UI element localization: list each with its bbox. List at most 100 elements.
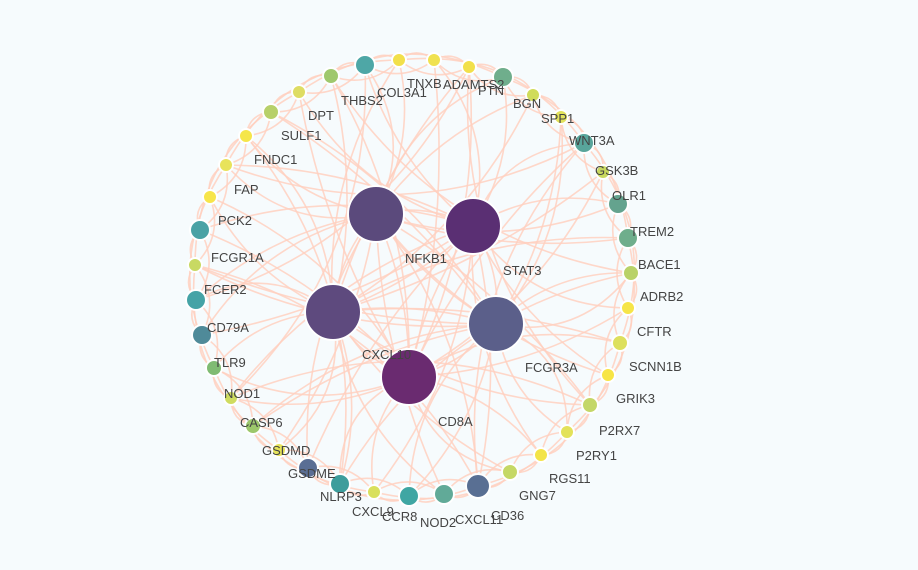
label-casp6: CASP6: [240, 415, 283, 430]
label-nod2: NOD2: [420, 515, 456, 530]
label-p2rx7: P2RX7: [599, 423, 640, 438]
edge-NLRP3-NFKB1: [306, 213, 377, 469]
node-ptn[interactable]: [461, 59, 477, 75]
label-cd79a: CD79A: [207, 320, 249, 335]
edge-OLR1-CD8A: [408, 171, 604, 378]
edge-COL3A1-CASP6: [230, 64, 367, 399]
edge-PTN-CXCL10: [332, 66, 470, 313]
label-pck2: PCK2: [218, 213, 252, 228]
node-stat3[interactable]: [444, 197, 502, 255]
label-cftr: CFTR: [637, 324, 672, 339]
edge-P2RX7-CXCL10: [332, 311, 591, 406]
label-cd8a: CD8A: [438, 414, 473, 429]
label-wnt3a: WNT3A: [569, 133, 615, 148]
node-p2ry1[interactable]: [559, 424, 575, 440]
edge-GSDMD-FCGR3A: [252, 323, 497, 427]
node-dpt[interactable]: [291, 84, 307, 100]
node-fcgr3a[interactable]: [467, 295, 525, 353]
label-spp1: SPP1: [541, 111, 574, 126]
label-ptn: PTN: [478, 83, 504, 98]
node-casp6[interactable]: [223, 390, 239, 406]
edge-FCER2-CD36: [194, 264, 479, 487]
node-gng7[interactable]: [501, 463, 519, 481]
node-nlrp3[interactable]: [297, 457, 319, 479]
node-spp1[interactable]: [525, 87, 541, 103]
node-fcer2[interactable]: [187, 257, 203, 273]
node-fndc1[interactable]: [238, 128, 254, 144]
node-tnxb[interactable]: [391, 52, 407, 68]
node-cd79a[interactable]: [185, 289, 207, 311]
label-gsdme: GSDME: [288, 466, 336, 481]
node-cxcl9[interactable]: [329, 473, 351, 495]
node-cxcl10[interactable]: [304, 283, 362, 341]
node-tlr9[interactable]: [191, 324, 213, 346]
label-cd36: CD36: [491, 508, 524, 523]
nodes-layer: [185, 52, 640, 507]
label-fcgr3a: FCGR3A: [525, 360, 578, 375]
node-bace1[interactable]: [617, 227, 639, 249]
label-fcgr1a: FCGR1A: [211, 250, 264, 265]
edge-CCR8-STAT3: [373, 225, 474, 493]
node-p2rx7[interactable]: [581, 396, 599, 414]
label-nlrp3: NLRP3: [320, 489, 362, 504]
node-cftr[interactable]: [620, 300, 636, 316]
label-trem2: TREM2: [630, 224, 674, 239]
node-nod2[interactable]: [398, 485, 420, 507]
node-trem2[interactable]: [607, 193, 629, 215]
node-sulf1[interactable]: [262, 103, 280, 121]
node-gsk3b[interactable]: [573, 132, 595, 154]
edge-FCGR1A-STAT3: [199, 204, 474, 231]
label-p2ry1: P2RY1: [576, 448, 617, 463]
label-rgs11: RGS11: [549, 471, 591, 486]
label-bgn: BGN: [513, 96, 541, 111]
node-bgn[interactable]: [492, 66, 514, 88]
label-nod1: NOD1: [224, 386, 260, 401]
node-col3a1[interactable]: [354, 54, 376, 76]
node-wnt3a[interactable]: [553, 109, 569, 125]
node-fcgr1a[interactable]: [189, 219, 211, 241]
label-fap: FAP: [234, 182, 259, 197]
label-fcer2: FCER2: [204, 282, 247, 297]
label-sulf1: SULF1: [281, 128, 321, 143]
label-tnxb: TNXB: [407, 76, 442, 91]
node-fap[interactable]: [218, 157, 234, 173]
node-gsdme[interactable]: [271, 442, 287, 458]
label-col3a1: COL3A1: [377, 85, 427, 100]
node-nfkb1[interactable]: [347, 185, 405, 243]
node-pck2[interactable]: [202, 189, 218, 205]
label-thbs2: THBS2: [341, 93, 383, 108]
node-adamts2[interactable]: [426, 52, 442, 68]
label-gng7: GNG7: [519, 488, 556, 503]
label-gsk3b: GSK3B: [595, 163, 638, 178]
node-adrb2[interactable]: [622, 264, 640, 282]
label-cxcl10: CXCL10: [362, 347, 411, 362]
label-cxcl9: CXCL9: [352, 504, 394, 519]
label-cxcl11: CXCL11: [455, 512, 503, 527]
node-ccr8[interactable]: [366, 484, 382, 500]
label-dpt: DPT: [308, 108, 334, 123]
node-nod1[interactable]: [205, 359, 223, 377]
edge-FAP-STAT3: [225, 164, 474, 227]
node-rgs11[interactable]: [533, 447, 549, 463]
node-cxcl11[interactable]: [433, 483, 455, 505]
label-olr1: OLR1: [612, 188, 646, 203]
label-tlr9: TLR9: [214, 355, 246, 370]
node-olr1[interactable]: [595, 164, 611, 180]
node-grik3[interactable]: [600, 367, 616, 383]
edge-GSDMD-FCGR3A: [252, 323, 497, 427]
edge-P2RX7-PTN: [466, 66, 591, 406]
label-scnn1b: SCNN1B: [629, 359, 682, 374]
node-scnn1b[interactable]: [611, 334, 629, 352]
node-gsdmd[interactable]: [244, 417, 262, 435]
label-grik3: GRIK3: [616, 391, 655, 406]
edge-CFTR-CD8A: [408, 307, 629, 378]
label-adamts2: ADAMTS2: [443, 77, 504, 92]
edge-DPT-STAT3: [298, 91, 474, 227]
node-cd36[interactable]: [465, 473, 491, 499]
edge-GSK3B-FAP: [225, 142, 585, 196]
node-cd8a[interactable]: [380, 348, 438, 406]
label-gsdmd: GSDMD: [262, 443, 310, 458]
node-thbs2[interactable]: [322, 67, 340, 85]
edge-CD36-STAT3: [472, 225, 492, 487]
